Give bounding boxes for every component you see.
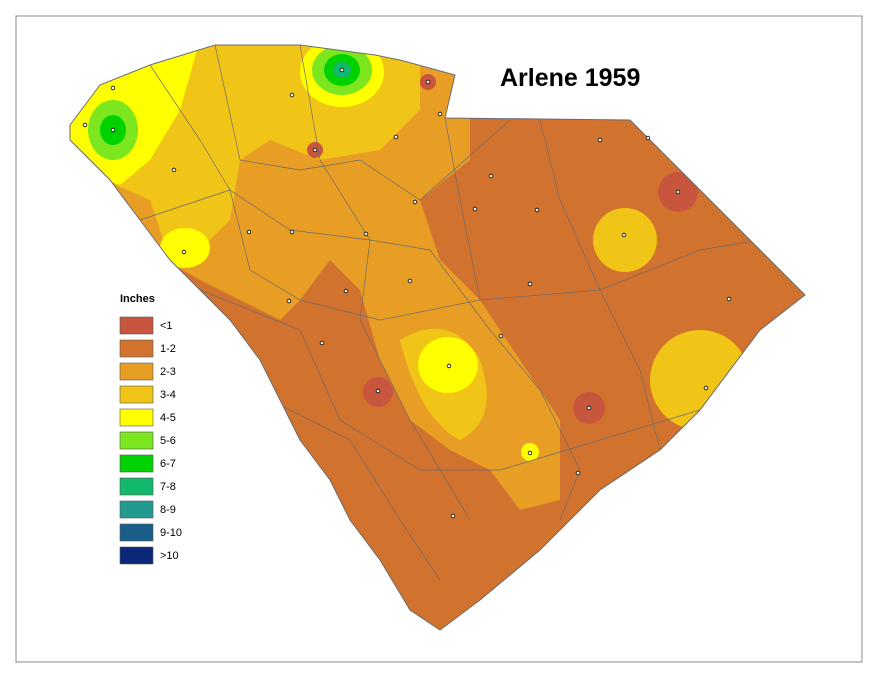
legend-swatch	[119, 454, 154, 473]
legend-swatch	[119, 546, 154, 565]
legend-swatch	[119, 500, 154, 519]
legend-swatch	[119, 339, 154, 358]
legend-swatch	[119, 362, 154, 381]
legend-swatch	[119, 523, 154, 542]
county-lines	[139, 45, 761, 581]
legend-label: 6-7	[160, 458, 176, 470]
legend-label: >10	[160, 550, 179, 562]
legend-title: Inches	[120, 293, 155, 305]
legend: <1 1-2 2-3 3-4 4-5 5-6 6-7 7-8 8-9 9-10 >10	[119, 316, 182, 565]
legend-label: 3-4	[160, 389, 176, 401]
legend-swatch	[119, 385, 154, 404]
stations	[82, 67, 732, 519]
legend-label: 5-6	[160, 435, 176, 447]
legend-label: <1	[160, 320, 173, 332]
map-title: Arlene 1959	[500, 64, 640, 92]
legend-label: 4-5	[160, 412, 176, 424]
legend-label: 7-8	[160, 481, 176, 493]
legend-swatch	[119, 316, 154, 335]
legend-swatch	[119, 408, 154, 427]
zone	[160, 228, 210, 268]
legend-label: 1-2	[160, 343, 176, 355]
legend-label: 2-3	[160, 366, 176, 378]
legend-swatch	[119, 477, 154, 496]
legend-swatch	[119, 431, 154, 450]
zone	[593, 208, 657, 272]
legend-label: 8-9	[160, 504, 176, 516]
legend-label: 9-10	[160, 527, 182, 539]
